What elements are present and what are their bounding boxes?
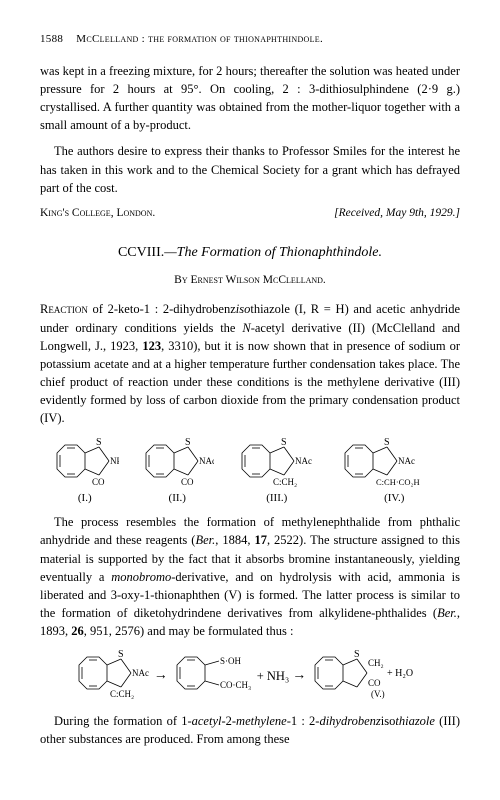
svg-text:S: S bbox=[185, 437, 191, 448]
svg-text:CO: CO bbox=[181, 477, 194, 487]
article-number: CCVIII. bbox=[118, 245, 164, 260]
reaction-scheme: S NAc C:CH₂ → S·OH CO·CH₃ + NH₃ → bbox=[40, 650, 460, 702]
svg-text:CO: CO bbox=[368, 678, 381, 688]
structure-1-svg: S NR CO bbox=[51, 437, 119, 489]
author-name: Ernest Wilson McClelland. bbox=[191, 274, 326, 286]
structure-2-label: (II.) bbox=[140, 491, 214, 507]
running-head: McClelland : the formation of thionaphth… bbox=[76, 33, 323, 45]
svg-text:NAc: NAc bbox=[295, 456, 312, 466]
reaction-struct-2: S·OH CO·CH₃ bbox=[171, 650, 257, 702]
svg-text:CO: CO bbox=[92, 477, 105, 487]
reaction-struct-2-svg: S·OH CO·CH₃ bbox=[171, 650, 257, 700]
svg-text:C:CH·CO₂H: C:CH·CO₂H bbox=[376, 477, 420, 487]
arrow-icon: → bbox=[154, 666, 168, 686]
article-title: CCVIII.—The Formation of Thionaphthindol… bbox=[40, 243, 460, 263]
structure-4-svg: S NAc C:CH·CO₂H bbox=[339, 437, 449, 489]
svg-text:CH₂: CH₂ bbox=[368, 658, 384, 668]
svg-text:S: S bbox=[384, 437, 390, 448]
institution: King's College, London. bbox=[40, 205, 155, 222]
structures-row-1: S NR CO (I.) S NAc CO (II.) bbox=[40, 437, 460, 507]
affiliation-block: King's College, London. [Received, May 9… bbox=[40, 205, 460, 222]
svg-text:+ H₂O: + H₂O bbox=[387, 668, 413, 679]
svg-text:S: S bbox=[96, 437, 102, 448]
svg-text:(V.): (V.) bbox=[371, 689, 385, 699]
article-title-text: —The Formation of Thionaphthindole. bbox=[164, 245, 382, 260]
prelim-paragraph-1: was kept in a freezing mixture, for 2 ho… bbox=[40, 62, 460, 135]
svg-text:S: S bbox=[281, 437, 287, 448]
svg-text:S: S bbox=[354, 650, 360, 660]
structure-4-label: (IV.) bbox=[339, 491, 449, 507]
arrow-icon-2: → bbox=[292, 666, 306, 686]
author-by: By bbox=[174, 274, 187, 286]
body-paragraph-3: During the formation of 1-acetyl-2-methy… bbox=[40, 712, 460, 748]
page-number: 1588 bbox=[40, 32, 63, 48]
svg-text:NAc: NAc bbox=[398, 456, 415, 466]
author-line: By Ernest Wilson McClelland. bbox=[40, 272, 460, 289]
para1-lead: Reaction bbox=[40, 302, 88, 316]
body-paragraph-2: The process resembles the formation of m… bbox=[40, 513, 460, 640]
svg-text:C:CH₂: C:CH₂ bbox=[110, 689, 134, 699]
svg-text:NR: NR bbox=[110, 456, 119, 466]
structure-3-svg: S NAc C:CH₂ bbox=[236, 437, 318, 489]
structure-1-label: (I.) bbox=[51, 491, 119, 507]
reaction-struct-3: S CH₂ CO + H₂O (V.) bbox=[309, 650, 427, 702]
body-paragraph-1: Reaction of 2-keto-1 : 2-dihydrobenzisot… bbox=[40, 300, 460, 427]
received-date: [Received, May 9th, 1929.] bbox=[334, 205, 460, 222]
svg-text:NAc: NAc bbox=[199, 456, 214, 466]
reaction-struct-3-svg: S CH₂ CO + H₂O (V.) bbox=[309, 650, 427, 700]
plus-nh3: + NH₃ bbox=[257, 667, 290, 685]
svg-text:C:CH₂: C:CH₂ bbox=[273, 477, 297, 487]
svg-text:S: S bbox=[118, 650, 124, 660]
structure-2: S NAc CO (II.) bbox=[140, 437, 214, 507]
para1-rest: of 2-keto-1 : 2-dihydrobenzisothiazole (… bbox=[40, 302, 460, 425]
svg-text:CO·CH₃: CO·CH₃ bbox=[220, 680, 251, 690]
structure-4: S NAc C:CH·CO₂H (IV.) bbox=[339, 437, 449, 507]
structure-3: S NAc C:CH₂ (III.) bbox=[236, 437, 318, 507]
svg-text:NAc: NAc bbox=[132, 668, 149, 678]
reaction-struct-1: S NAc C:CH₂ bbox=[73, 650, 151, 702]
page-header: 1588 McClelland : the formation of thion… bbox=[40, 32, 460, 48]
structure-1: S NR CO (I.) bbox=[51, 437, 119, 507]
prelim-paragraph-2: The authors desire to express their than… bbox=[40, 142, 460, 196]
svg-text:S·OH: S·OH bbox=[220, 656, 242, 666]
structure-2-svg: S NAc CO bbox=[140, 437, 214, 489]
reaction-struct-1-svg: S NAc C:CH₂ bbox=[73, 650, 151, 700]
structure-3-label: (III.) bbox=[236, 491, 318, 507]
